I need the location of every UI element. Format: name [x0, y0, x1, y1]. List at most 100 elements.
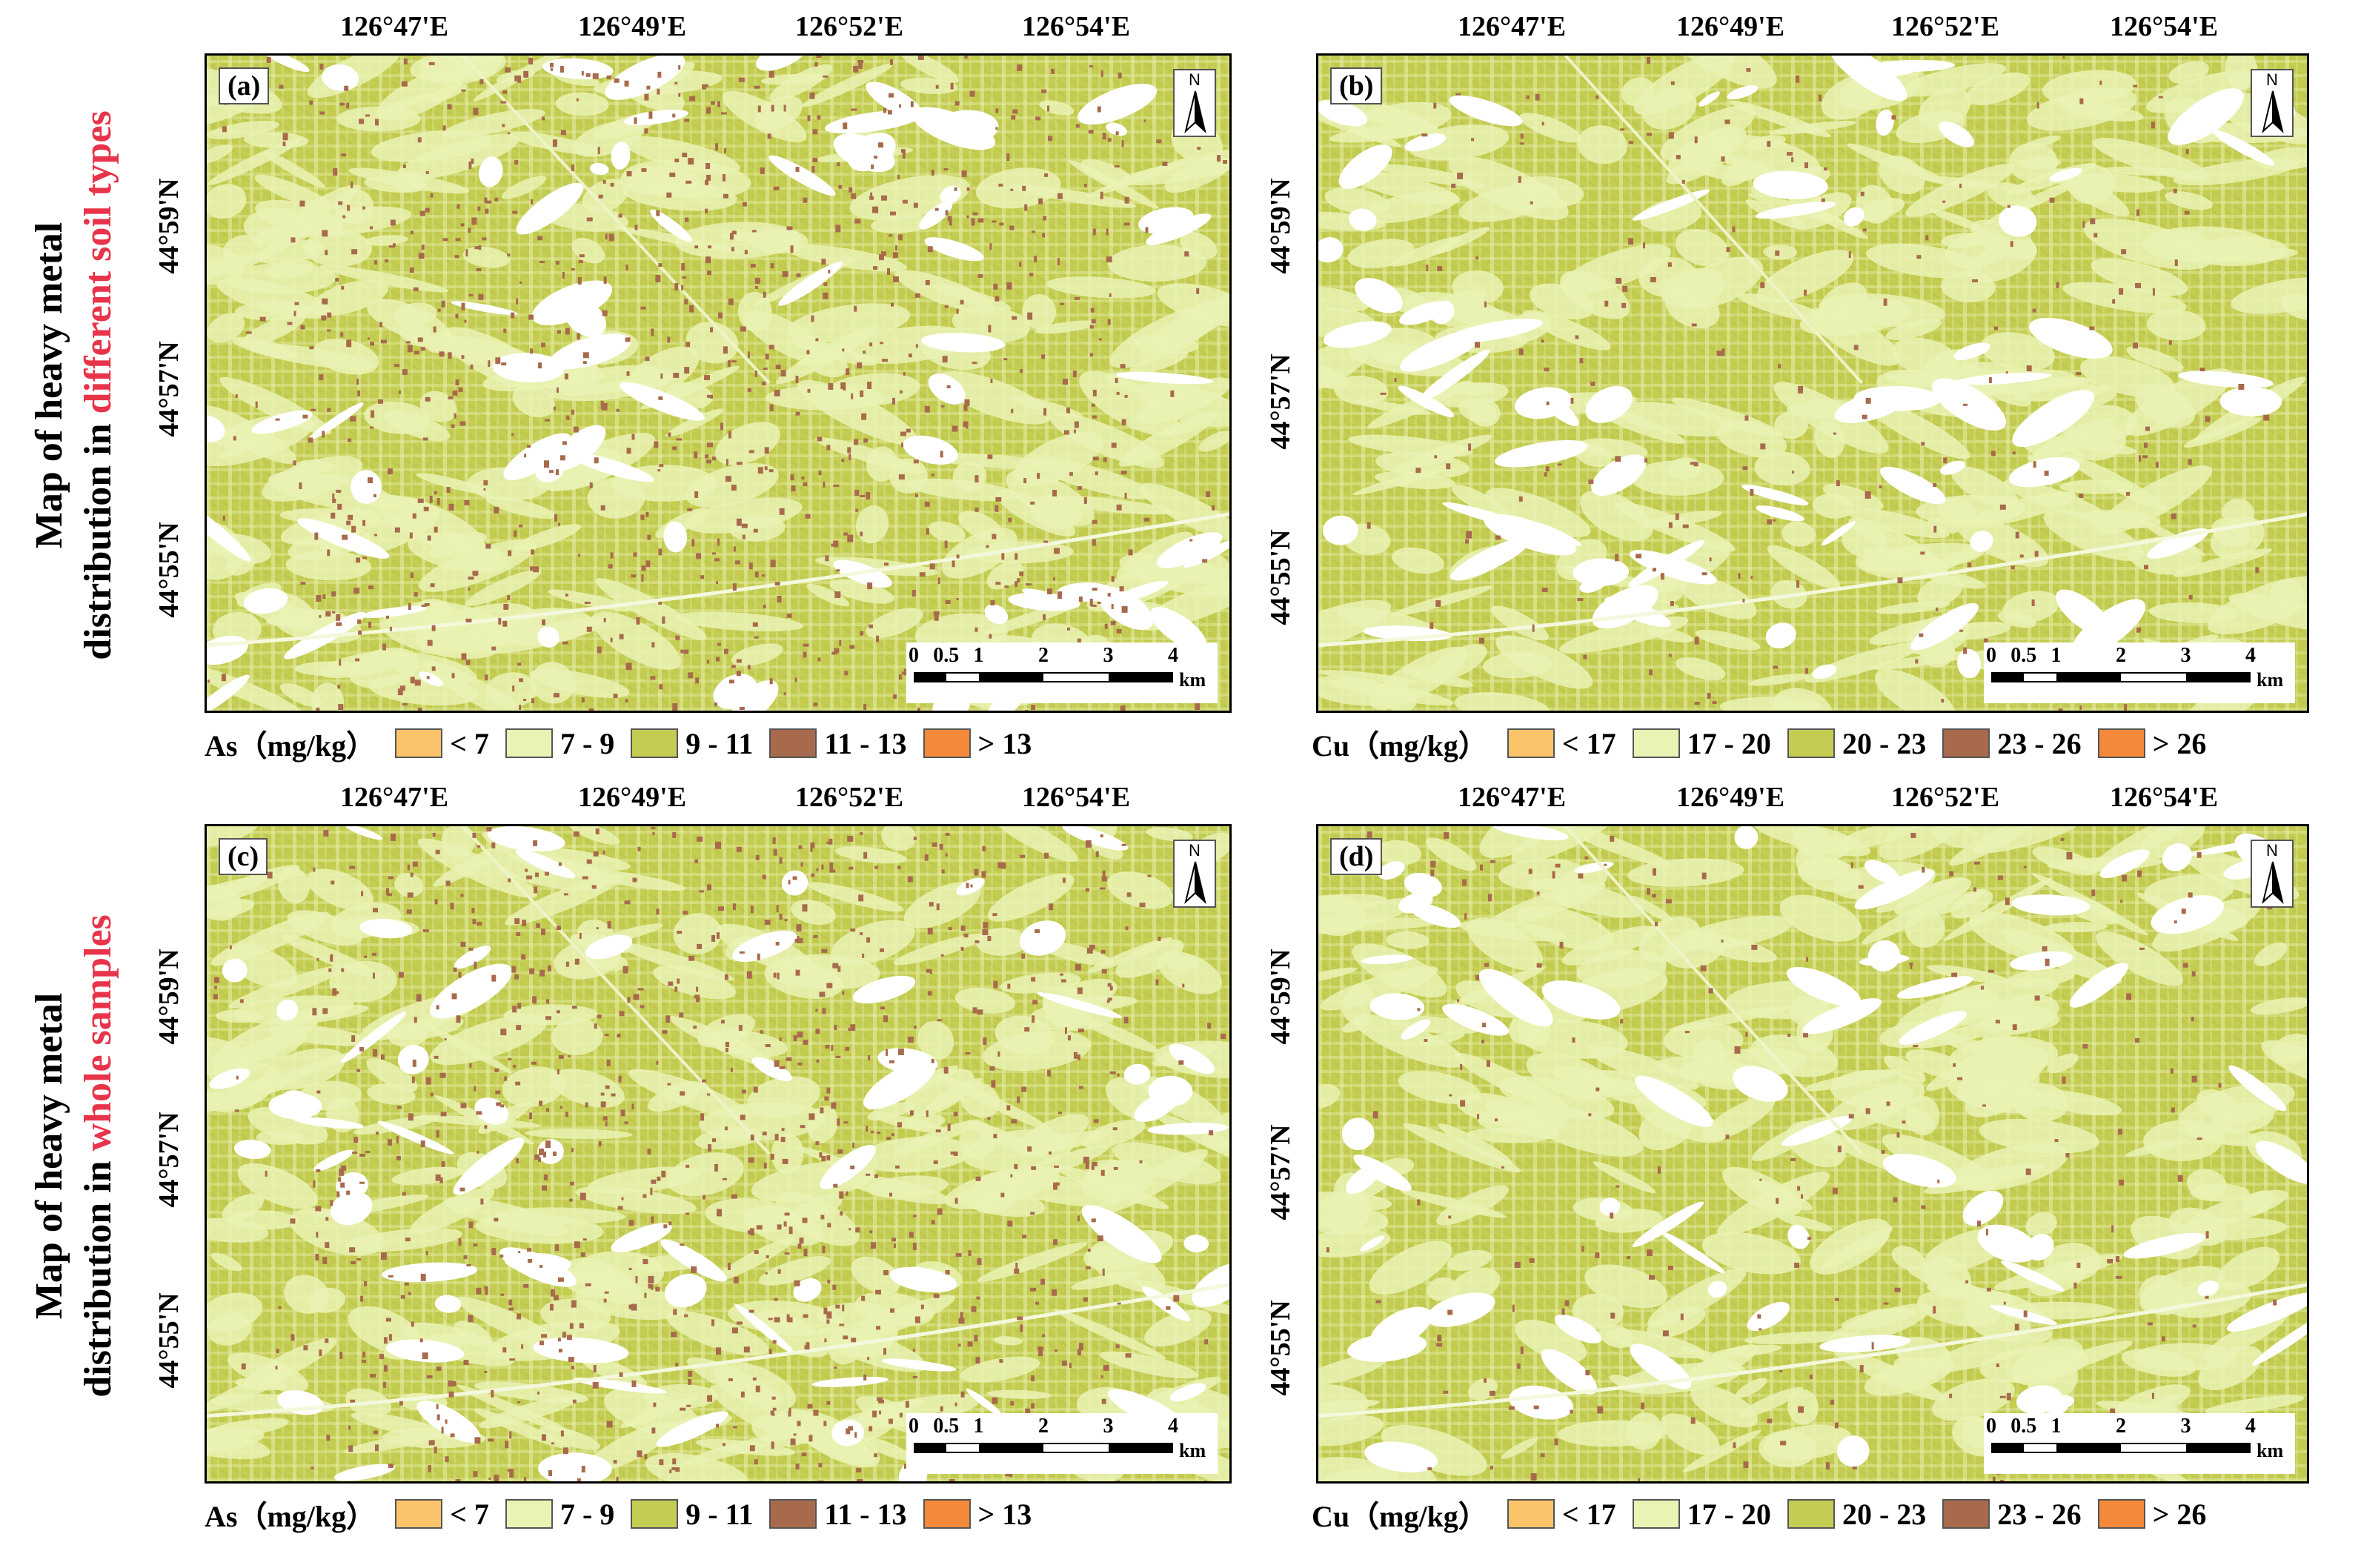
scale-segment	[2056, 674, 2121, 681]
scale-tick-label: 0	[909, 644, 919, 667]
legend-swatch	[1942, 728, 1990, 758]
legend-item: < 7	[395, 1497, 489, 1532]
row-title-line2: distribution in whole samples	[74, 914, 123, 1398]
scale-segment	[2056, 1444, 2121, 1452]
lon-label: 126°49'E	[577, 11, 687, 42]
lat-label: 44°55'N	[1265, 1300, 1296, 1396]
scale-segment	[914, 674, 946, 681]
scale-segment	[946, 674, 979, 681]
legend-swatch	[505, 728, 553, 758]
legend-swatch	[395, 728, 443, 758]
lon-label: 126°52'E	[794, 782, 904, 813]
scale-tick-label: 1	[973, 1415, 984, 1438]
legend-label: < 7	[450, 726, 489, 760]
legend-item: 17 - 20	[1632, 726, 1771, 761]
legend-label: 23 - 26	[1997, 726, 2082, 760]
scale-segment	[978, 674, 1043, 681]
scale-segment	[2185, 674, 2251, 681]
legend-label: 23 - 26	[1997, 1497, 2082, 1531]
legend-label: 20 - 23	[1842, 1497, 1927, 1531]
scale-tick-label: 4	[2245, 1415, 2256, 1438]
legend-item: 11 - 13	[769, 1497, 907, 1532]
north-letter: N	[2266, 70, 2278, 89]
scale-tick-label: 0.5	[933, 1415, 960, 1438]
legend-item: 20 - 23	[1787, 1497, 1926, 1532]
legend-label: < 7	[450, 1497, 489, 1531]
lon-label: 126°47'E	[1457, 11, 1567, 42]
legend-title: Cu（mg/kg）	[1312, 729, 1488, 763]
legend-item: < 17	[1507, 726, 1616, 761]
lon-label: 126°54'E	[1021, 11, 1131, 42]
lon-label: 126°54'E	[2109, 782, 2219, 813]
legend-item: 20 - 23	[1787, 726, 1926, 761]
scale-segment	[2185, 1444, 2251, 1452]
legend-swatch	[923, 1499, 971, 1529]
legend-label: > 13	[977, 726, 1032, 760]
legend-label: 20 - 23	[1842, 726, 1927, 760]
legend-swatch	[1787, 728, 1835, 758]
north-arrow: N	[2251, 840, 2294, 908]
scale-tick-label: 4	[1168, 1415, 1178, 1438]
legend-item: > 13	[923, 1497, 1032, 1532]
row-title-highlight: different soil types	[77, 110, 119, 414]
legend-swatch	[631, 728, 679, 758]
legend-swatch	[769, 728, 817, 758]
row-title-line2: distribution in different soil types	[74, 110, 123, 660]
scale-unit: km	[1179, 1440, 1206, 1461]
legend-title: Cu（mg/kg）	[1312, 1500, 1488, 1533]
legend-item: 7 - 9	[505, 1497, 614, 1532]
scale-tick-label: 2	[1038, 644, 1049, 667]
legend-label: < 17	[1561, 726, 1616, 760]
scale-bar: km 0 0.5 1 2 3 4	[906, 1413, 1218, 1474]
legend-label: 11 - 13	[824, 1497, 907, 1531]
lat-label: 44°59'N	[153, 949, 185, 1045]
scale-unit: km	[2257, 669, 2284, 691]
legend-item: 11 - 13	[769, 726, 907, 761]
scale-tick-label: 3	[2180, 644, 2191, 667]
scale-tick-label: 0.5	[933, 644, 960, 667]
scale-bar: km 0 0.5 1 2 3 4	[906, 642, 1218, 703]
map-raster: (d) N km 0 0.5 1 2 3 4	[1316, 824, 2309, 1484]
row-title-bottom: Map of heavy metal distribution in whole…	[0, 771, 148, 1541]
legend-label: 7 - 9	[559, 726, 615, 760]
scale-tick-label: 3	[1103, 1415, 1114, 1438]
legend-label: 11 - 13	[824, 726, 907, 760]
scale-tick-label: 4	[1168, 644, 1178, 667]
scale-bar: km 0 0.5 1 2 3 4	[1984, 642, 2295, 703]
scale-segment	[1108, 674, 1173, 681]
legend-label: < 17	[1561, 1497, 1616, 1531]
scale-bar-graphic	[1991, 1443, 2251, 1453]
north-arrow-icon	[2262, 90, 2284, 133]
north-arrow-icon	[1184, 861, 1206, 904]
legend-item: 23 - 26	[1942, 1497, 2082, 1532]
legend-swatch	[2097, 728, 2145, 758]
lat-label: 44°55'N	[153, 1292, 185, 1389]
scale-tick-label: 3	[1103, 644, 1114, 667]
row-title-highlight: whole samples	[77, 914, 119, 1152]
lat-label: 44°59'N	[1265, 178, 1296, 274]
scale-bar: km 0 0.5 1 2 3 4	[1984, 1413, 2295, 1474]
scale-segment	[2121, 674, 2186, 681]
row-title-line2-text: distribution in	[77, 413, 119, 660]
legend-item: < 17	[1507, 1497, 1616, 1532]
legend-label: 17 - 20	[1687, 1497, 1771, 1531]
scale-tick-label: 0	[1986, 1415, 1996, 1438]
row-title-line1: Map of heavy metal	[28, 992, 70, 1320]
scale-tick-label: 4	[2245, 644, 2256, 667]
lon-label: 126°49'E	[1676, 11, 1785, 42]
legend-item: < 7	[395, 726, 489, 761]
legend-swatch	[395, 1499, 443, 1529]
legend-label: 17 - 20	[1687, 726, 1771, 760]
legend: Cu（mg/kg） < 17 17 - 20 20 - 23 23 - 26 > 26	[1312, 721, 2222, 765]
legend-label: > 26	[2152, 726, 2207, 760]
raster-overlay	[207, 56, 1229, 711]
scale-tick-label: 2	[2116, 1415, 2126, 1438]
legend-item: > 26	[2097, 726, 2207, 761]
scale-segment	[2121, 1444, 2186, 1452]
legend-swatch	[2097, 1499, 2145, 1529]
lat-label: 44°57'N	[153, 1112, 185, 1208]
legend-item: > 26	[2097, 1497, 2206, 1532]
scale-tick-label: 2	[2116, 644, 2126, 667]
north-letter: N	[1189, 841, 1201, 860]
legend-swatch	[1942, 1499, 1990, 1529]
